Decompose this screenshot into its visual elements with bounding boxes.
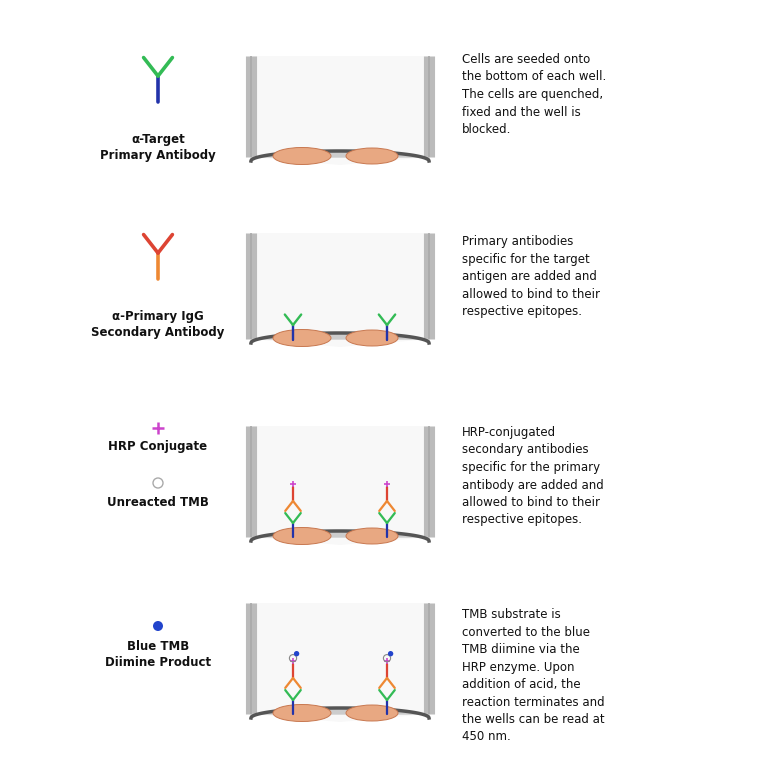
Ellipse shape xyxy=(273,329,331,347)
Polygon shape xyxy=(251,426,429,545)
Text: HRP Conjugate: HRP Conjugate xyxy=(108,440,208,453)
Text: Cells are seeded onto
the bottom of each well.
The cells are quenched,
fixed and: Cells are seeded onto the bottom of each… xyxy=(462,53,607,136)
Polygon shape xyxy=(251,333,429,343)
Circle shape xyxy=(153,621,163,631)
Polygon shape xyxy=(251,56,429,165)
Text: Primary antibodies
specific for the target
antigen are added and
allowed to bind: Primary antibodies specific for the targ… xyxy=(462,235,600,318)
Ellipse shape xyxy=(273,704,331,721)
Ellipse shape xyxy=(346,705,398,721)
Text: α-Target
Primary Antibody: α-Target Primary Antibody xyxy=(100,133,216,162)
Polygon shape xyxy=(251,151,429,161)
Polygon shape xyxy=(251,603,429,722)
Polygon shape xyxy=(251,233,429,347)
Ellipse shape xyxy=(346,148,398,164)
Text: α-Primary IgG
Secondary Antibody: α-Primary IgG Secondary Antibody xyxy=(92,310,225,339)
Text: Unreacted TMB: Unreacted TMB xyxy=(107,496,209,509)
Polygon shape xyxy=(251,531,429,541)
Text: TMB substrate is
converted to the blue
TMB diimine via the
HRP enzyme. Upon
addi: TMB substrate is converted to the blue T… xyxy=(462,608,604,743)
Text: HRP-conjugated
secondary antibodies
specific for the primary
antibody are added : HRP-conjugated secondary antibodies spec… xyxy=(462,426,604,526)
Text: Blue TMB
Diimine Product: Blue TMB Diimine Product xyxy=(105,640,211,669)
Polygon shape xyxy=(251,708,429,718)
Ellipse shape xyxy=(273,147,331,164)
Ellipse shape xyxy=(346,528,398,544)
Ellipse shape xyxy=(273,527,331,545)
Circle shape xyxy=(294,651,299,656)
Circle shape xyxy=(388,651,393,656)
Ellipse shape xyxy=(346,330,398,346)
